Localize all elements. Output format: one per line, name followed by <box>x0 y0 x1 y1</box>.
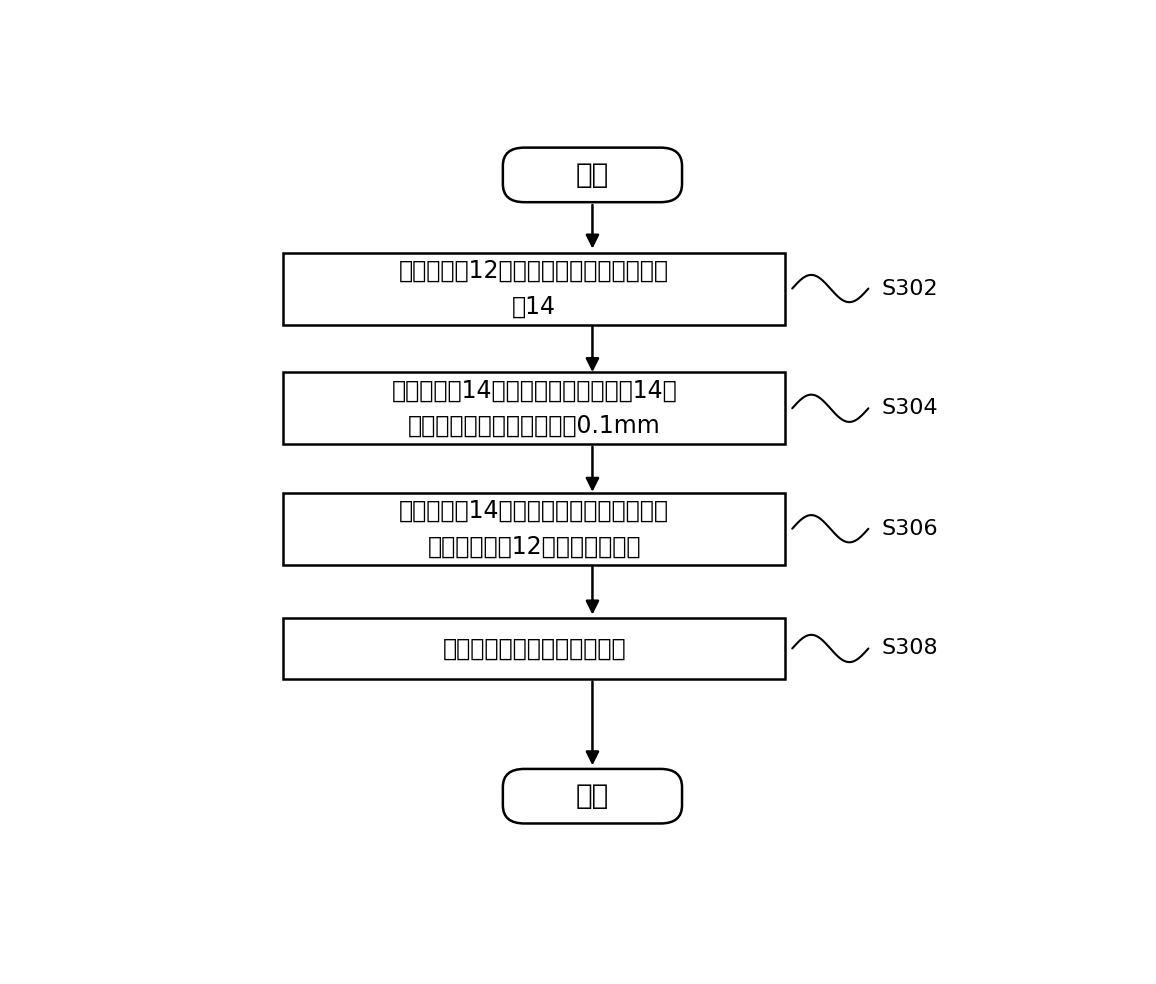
Text: S302: S302 <box>882 278 939 298</box>
Text: 在塑胶壳体14的下沌区域喷涂金属漆，直
至与金属壳体12的外表面相平齐: 在塑胶壳体14的下沌区域喷涂金属漆，直 至与金属壳体12的外表面相平齐 <box>399 499 669 559</box>
Text: S306: S306 <box>882 519 939 539</box>
FancyBboxPatch shape <box>283 372 785 444</box>
FancyBboxPatch shape <box>503 769 682 824</box>
FancyBboxPatch shape <box>283 618 785 679</box>
Text: 对塑胶壳体14进行切削，使塑胶壳体14的
外表面除边角区域整体下沌0.1mm: 对塑胶壳体14进行切削，使塑胶壳体14的 外表面除边角区域整体下沌0.1mm <box>392 379 677 438</box>
Text: 结束: 结束 <box>576 782 609 810</box>
Text: S308: S308 <box>882 639 939 658</box>
Text: S304: S304 <box>882 399 939 418</box>
Text: 开始: 开始 <box>576 161 609 189</box>
FancyBboxPatch shape <box>283 493 785 565</box>
Text: 在金属壳体12的上下两端注塑成型塑胶壳
体14: 在金属壳体12的上下两端注塑成型塑胶壳 体14 <box>399 259 669 318</box>
FancyBboxPatch shape <box>283 253 785 325</box>
FancyBboxPatch shape <box>503 148 682 202</box>
Text: 对边角区域进行高光倒角处理: 对边角区域进行高光倒角处理 <box>443 637 627 660</box>
